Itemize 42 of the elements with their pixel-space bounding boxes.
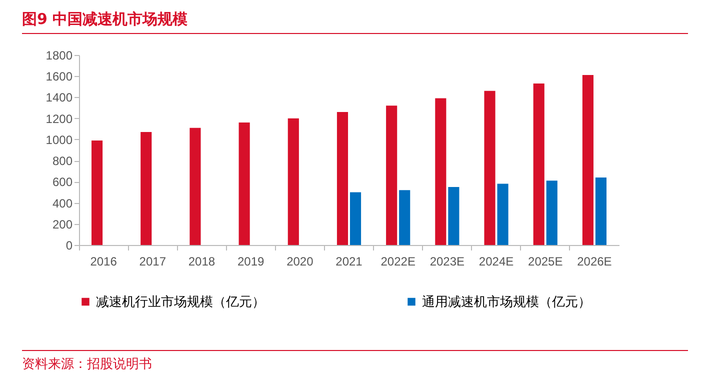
text: 资料来源：招股说明书 <box>22 350 688 373</box>
bar <box>484 90 496 245</box>
bar <box>595 177 606 245</box>
x-tick-label: 2026E <box>577 254 612 268</box>
x-tick-label: 2019 <box>237 254 264 268</box>
x-tick-label: 2024E <box>478 254 514 268</box>
x-tick-label: 2018 <box>188 254 216 268</box>
x-tick-label: 2025E <box>528 254 563 268</box>
bar <box>399 190 410 245</box>
bar <box>435 98 446 245</box>
bar <box>190 128 201 245</box>
y-tick-label: 1400 <box>46 90 73 105</box>
bar <box>350 192 362 245</box>
x-tick-label: 2020 <box>286 254 314 268</box>
legend-label: 通用减速机市场规模（亿元） <box>422 294 591 310</box>
bar <box>448 186 460 245</box>
x-tick-label: 2023E <box>430 254 465 268</box>
bar <box>546 180 558 245</box>
chart-title: 图9 中国减速机市场规模 <box>22 10 688 34</box>
bar <box>497 184 508 245</box>
x-tick-label: 2017 <box>139 254 166 268</box>
y-tick-label: 400 <box>52 196 73 210</box>
x-tick-label: 2016 <box>90 254 118 268</box>
x-tick-label: 2021 <box>336 254 363 268</box>
y-tick-label: 1600 <box>46 70 73 84</box>
bar <box>238 122 250 245</box>
y-tick-label: 200 <box>52 217 73 232</box>
y-tick-label: 600 <box>52 175 73 190</box>
bar <box>288 118 299 245</box>
y-tick-label: 1000 <box>46 132 73 147</box>
bar <box>140 132 152 245</box>
y-tick-label: 1200 <box>46 112 73 126</box>
bar <box>582 75 594 245</box>
x-tick-label: 2022E <box>380 254 416 268</box>
y-tick-label: 800 <box>52 154 73 168</box>
bar <box>386 106 398 245</box>
bar <box>92 140 103 245</box>
bar <box>533 84 544 245</box>
y-tick-label: 1800 <box>46 48 73 62</box>
legend-label: 减速机行业市场规模（亿元） <box>96 294 265 310</box>
y-tick-label: 0 <box>66 238 73 252</box>
bar <box>336 112 348 245</box>
